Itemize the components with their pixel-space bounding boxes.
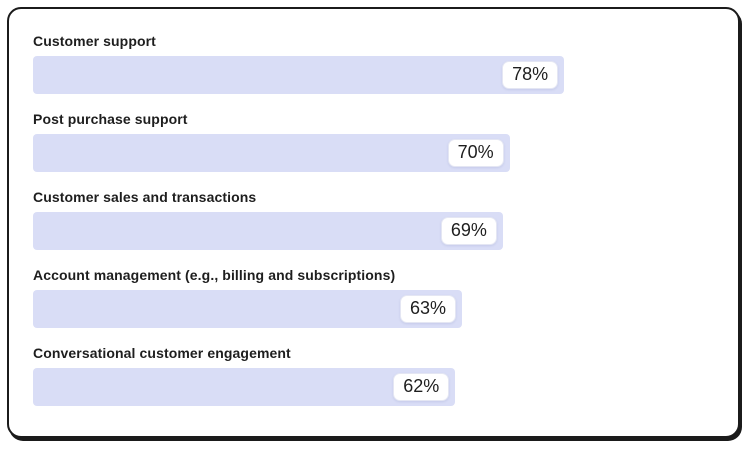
value-badge: 70% xyxy=(447,139,504,167)
value-badge: 78% xyxy=(502,61,559,89)
category-label: Conversational customer engagement xyxy=(33,345,291,361)
bar: 63% xyxy=(33,290,463,328)
bar-track: 70% xyxy=(33,134,714,172)
bar-track: 62% xyxy=(33,368,714,406)
bar: 70% xyxy=(33,134,510,172)
bar-track: 69% xyxy=(33,212,714,250)
bar-track: 63% xyxy=(33,290,714,328)
bar: 78% xyxy=(33,56,565,94)
category-label: Customer sales and transactions xyxy=(33,189,257,205)
value-badge: 62% xyxy=(393,373,450,401)
category-label: Account management (e.g., billing and su… xyxy=(33,267,396,283)
bar-row: Post purchase support 70% xyxy=(33,110,714,172)
value-badge: 63% xyxy=(399,295,457,323)
bar-row: Account management (e.g., billing and su… xyxy=(33,266,714,328)
chart-card: Customer support 78% Post purchase suppo… xyxy=(7,7,740,438)
bar-track: 78% xyxy=(33,56,714,94)
bar: 69% xyxy=(33,212,503,250)
category-label: Post purchase support xyxy=(33,111,188,127)
bar-row: Conversational customer engagement 62% xyxy=(33,344,714,406)
category-label: Customer support xyxy=(33,33,156,49)
horizontal-bar-chart: Customer support 78% Post purchase suppo… xyxy=(33,32,714,406)
bar-row: Customer sales and transactions 69% xyxy=(33,188,714,250)
bar: 62% xyxy=(33,368,456,406)
bar-row: Customer support 78% xyxy=(33,32,714,94)
value-badge: 69% xyxy=(440,217,497,245)
